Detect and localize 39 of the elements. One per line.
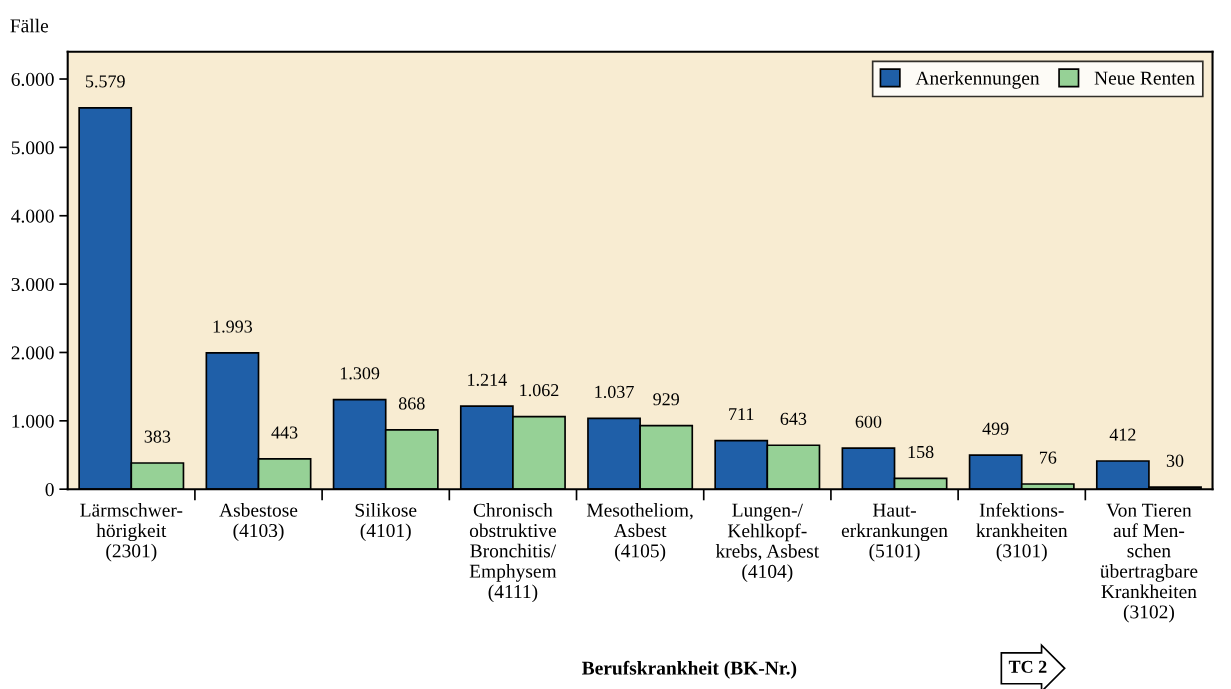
data-label: 158: [908, 445, 934, 459]
data-label: 643: [780, 412, 807, 425]
data-label: 443: [271, 426, 298, 439]
data-label: 1.309: [340, 367, 380, 380]
data-label: 30: [1166, 454, 1184, 467]
x-tick-label: Infektions- krankheiten (3101): [976, 502, 1068, 562]
data-label: 929: [653, 393, 679, 406]
data-label: 868: [398, 397, 425, 410]
y-tick-label: 4.000: [11, 209, 54, 223]
data-label: 1.214: [468, 373, 507, 386]
x-tick-label: Silikose (4101): [355, 503, 417, 542]
x-tick-label: Haut- erkrankungen (5101): [841, 503, 948, 562]
y-tick-label: 1.000: [12, 414, 54, 428]
legend-label: Anerkennungen: [915, 71, 1040, 89]
x-tick-label: Chronisch obstruktive Bronchitis/ Emphysem (4111): [469, 503, 557, 603]
data-label: 499: [982, 422, 1009, 435]
data-label: 383: [144, 430, 171, 443]
x-tick-label: Lungen-/ Kehlkopf- krebs, Asbest (4104): [715, 503, 820, 582]
y-axis-title: Fälle: [10, 18, 49, 33]
text: TC 2: [1008, 660, 1047, 673]
y-tick-label: 6.000: [11, 72, 54, 87]
data-label: 711: [729, 408, 754, 421]
y-tick-label: 5.000: [11, 141, 54, 155]
y-tick-label: 2.000: [11, 346, 54, 360]
x-axis-title: Berufskrankheit (BK-Nr.): [582, 660, 797, 679]
data-label: 412: [1109, 428, 1136, 441]
data-label: 1.062: [520, 384, 559, 397]
data-label: 1.993: [213, 320, 253, 333]
x-tick-label: Asbestose (4103): [219, 503, 298, 542]
y-tick-label: 3.000: [11, 277, 54, 292]
y-tick-label: 0: [45, 483, 54, 497]
data-label: 1.037: [595, 385, 634, 399]
data-label: 5.579: [85, 75, 125, 88]
x-tick-label: Mesotheliom, Asbest (4105): [586, 503, 693, 562]
x-tick-label: Von Tieren auf Men- schen übertragbare Krankheiten (3102): [1100, 503, 1198, 623]
data-label: 600: [855, 415, 882, 428]
x-tick-label: Lärmschwer- hörigkeit (2301): [80, 503, 183, 562]
data-label: 76: [1039, 451, 1057, 464]
legend-label: Neue Renten: [1094, 71, 1195, 85]
